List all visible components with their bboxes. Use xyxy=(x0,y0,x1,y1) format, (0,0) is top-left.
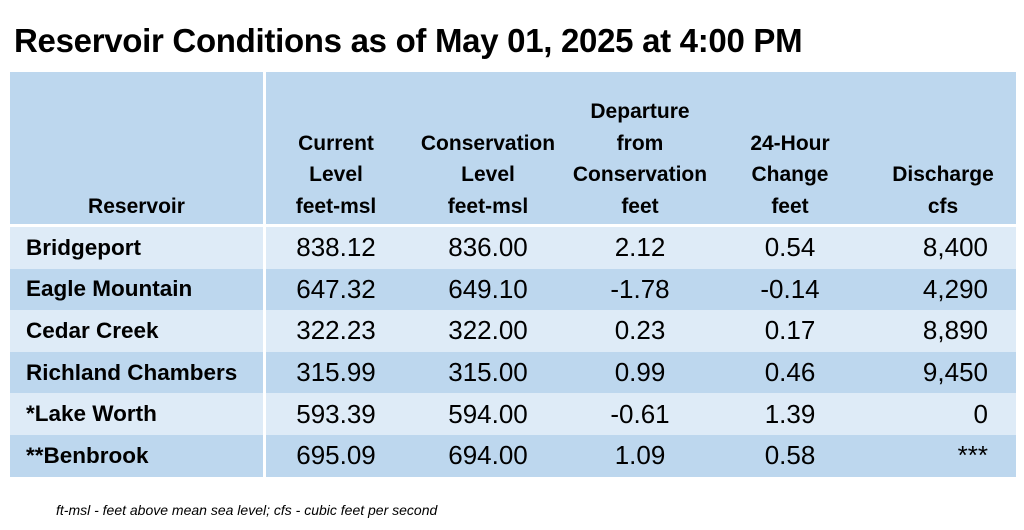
table-header: Reservoir Current Level feet-msl Conserv… xyxy=(10,72,1016,224)
cell-discharge: 9,450 xyxy=(922,357,988,388)
cell-conservation-level: 649.10 xyxy=(448,273,528,304)
header-line: Current xyxy=(298,131,374,155)
table-row: Eagle Mountain 647.32 649.10 -1.78 -0.14… xyxy=(10,268,1016,311)
column-divider xyxy=(263,434,266,477)
header-current-level: Current Level feet-msl xyxy=(266,72,406,222)
cell-reservoir: Richland Chambers xyxy=(26,359,238,385)
cell-departure: 0.99 xyxy=(614,357,666,388)
column-divider xyxy=(263,351,266,394)
cell-current-level: 647.32 xyxy=(296,273,376,304)
header-line: Level xyxy=(461,163,515,186)
cell-current-level: 322.23 xyxy=(296,315,376,346)
header-departure: Departure from Conservation feet xyxy=(570,72,710,222)
cell-conservation-level: 322.00 xyxy=(448,315,528,346)
table-row: Bridgeport 838.12 836.00 2.12 0.54 8,400 xyxy=(10,227,1016,269)
column-divider xyxy=(263,310,266,352)
table-row: **Benbrook 695.09 694.00 1.09 0.58 *** xyxy=(10,434,1016,477)
cell-current-level: 593.39 xyxy=(296,398,376,429)
cell-departure: 1.09 xyxy=(614,440,666,471)
cell-reservoir: Bridgeport xyxy=(26,234,141,260)
header-line: feet-msl xyxy=(447,194,529,218)
header-conservation-level: Conservation Level feet-msl xyxy=(406,72,570,222)
cell-departure: 2.12 xyxy=(614,232,666,263)
header-line: feet xyxy=(771,194,809,218)
header-line: Discharge xyxy=(892,163,994,186)
cell-reservoir: Eagle Mountain xyxy=(26,276,193,302)
header-divider xyxy=(10,224,1016,227)
reservoir-table: Reservoir Current Level feet-msl Conserv… xyxy=(10,72,1016,477)
cell-24h-change: 0.17 xyxy=(764,315,816,346)
header-24h-change: 24-Hour Change feet xyxy=(710,72,870,222)
cell-discharge: 8,890 xyxy=(922,315,988,346)
cell-24h-change: 0.58 xyxy=(764,440,816,471)
column-divider xyxy=(263,268,266,311)
header-line: Conservation xyxy=(572,163,708,186)
cell-24h-change: 0.46 xyxy=(764,357,816,388)
column-divider xyxy=(263,227,266,269)
header-line: Departure xyxy=(590,100,690,123)
table-row: Cedar Creek 322.23 322.00 0.23 0.17 8,89… xyxy=(10,310,1016,352)
cell-reservoir: *Lake Worth xyxy=(26,401,157,427)
header-line: from xyxy=(616,131,664,155)
page-title: Reservoir Conditions as of May 01, 2025 … xyxy=(14,22,803,59)
cell-24h-change: 1.39 xyxy=(764,398,816,429)
cell-departure: 0.23 xyxy=(614,315,666,346)
cell-conservation-level: 836.00 xyxy=(448,232,528,263)
header-line: Reservoir xyxy=(88,194,185,218)
column-divider xyxy=(263,72,266,224)
cell-reservoir: Cedar Creek xyxy=(26,317,159,343)
header-line: feet xyxy=(621,194,659,218)
cell-current-level: 838.12 xyxy=(296,232,376,263)
header-line: Change xyxy=(751,163,829,186)
header-line: feet-msl xyxy=(295,194,377,218)
cell-current-level: 695.09 xyxy=(296,440,376,471)
cell-conservation-level: 694.00 xyxy=(448,440,528,471)
header-line: 24-Hour xyxy=(750,131,830,155)
cell-current-level: 315.99 xyxy=(296,357,376,388)
cell-24h-change: 0.54 xyxy=(764,232,816,263)
cell-24h-change: -0.14 xyxy=(760,273,820,304)
cell-departure: -1.78 xyxy=(610,273,670,304)
table-row: Richland Chambers 315.99 315.00 0.99 0.4… xyxy=(10,351,1016,394)
cell-discharge: 8,400 xyxy=(922,232,988,263)
cell-departure: -0.61 xyxy=(610,398,670,429)
table-row: *Lake Worth 593.39 594.00 -0.61 1.39 0 xyxy=(10,393,1016,435)
header-line: Level xyxy=(309,163,363,186)
header-reservoir: Reservoir xyxy=(10,72,263,222)
footnote: ft-msl - feet above mean sea level; cfs … xyxy=(56,502,438,518)
cell-conservation-level: 315.00 xyxy=(448,357,528,388)
cell-discharge: 0 xyxy=(973,398,988,429)
cell-discharge: *** xyxy=(957,440,988,471)
cell-reservoir: **Benbrook xyxy=(26,442,149,468)
cell-discharge: 4,290 xyxy=(922,273,988,304)
header-line: cfs xyxy=(927,194,959,218)
header-line: Conservation xyxy=(420,131,556,155)
header-discharge: Discharge cfs xyxy=(870,72,1016,222)
column-divider xyxy=(263,393,266,435)
cell-conservation-level: 594.00 xyxy=(448,398,528,429)
